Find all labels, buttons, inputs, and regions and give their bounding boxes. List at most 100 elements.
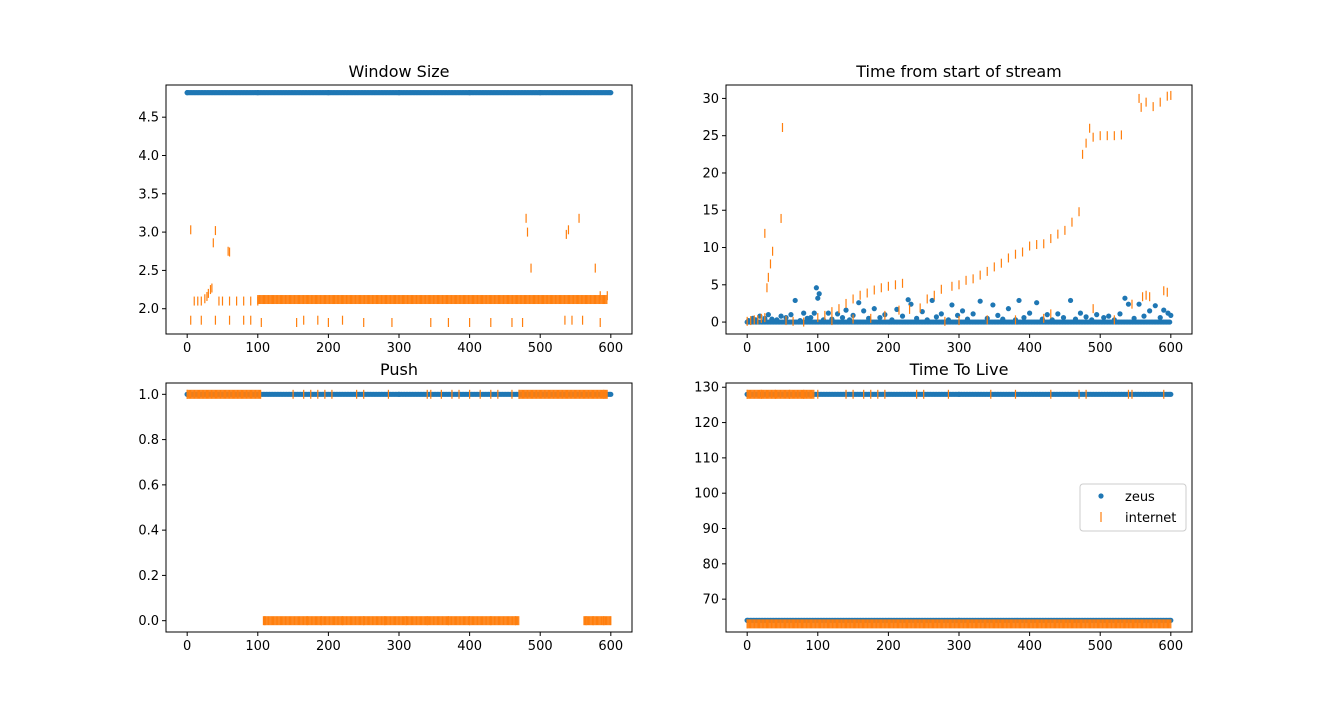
- x-tick-label: 600: [598, 341, 623, 356]
- zeus-point: [1067, 297, 1074, 304]
- x-tick-label: 0: [183, 341, 191, 356]
- x-tick-label: 300: [387, 639, 412, 654]
- x-tick-label: 500: [528, 341, 553, 356]
- x-tick-label: 500: [1088, 341, 1113, 356]
- zeus-point: [537, 90, 543, 96]
- zeus-point: [1089, 317, 1095, 323]
- zeus-point: [816, 291, 822, 297]
- zeus-point: [894, 306, 900, 312]
- x-tick-label: 200: [316, 341, 341, 356]
- plot-frame: [165, 382, 633, 633]
- zeus-point: [608, 391, 614, 397]
- x-tick-label: 300: [947, 639, 972, 654]
- zeus-point: [1106, 313, 1112, 319]
- zeus-point: [1060, 314, 1067, 321]
- zeus-point: [1027, 310, 1033, 316]
- zeus-point: [765, 312, 771, 318]
- zeus-point: [945, 317, 952, 323]
- x-tick-label: 400: [457, 341, 482, 356]
- y-tick-label: 15: [702, 204, 719, 219]
- marks-group: [744, 90, 1174, 327]
- zeus-point: [325, 90, 331, 96]
- zeus-point: [1131, 315, 1137, 321]
- zeus-point: [778, 313, 784, 319]
- legend-box: [1079, 483, 1187, 532]
- zeus-point: [929, 297, 935, 304]
- y-tick-label: 30: [702, 92, 719, 107]
- x-tick-label: 400: [457, 639, 482, 654]
- zeus-point: [1072, 316, 1079, 322]
- zeus-point: [774, 317, 780, 323]
- x-tick-label: 100: [245, 341, 270, 356]
- zeus-point: [1034, 300, 1040, 306]
- zeus-point: [990, 302, 996, 308]
- zeus-point: [866, 315, 872, 321]
- zeus-point: [856, 300, 862, 306]
- zeus-point: [1136, 301, 1142, 307]
- y-tick-label: 20: [702, 166, 719, 181]
- zeus-point: [1168, 312, 1174, 318]
- x-tick-label: 600: [598, 639, 623, 654]
- x-tick-label: 200: [876, 341, 901, 356]
- zeus-point: [995, 312, 1001, 318]
- y-tick-label: 0.4: [138, 524, 159, 539]
- y-tick-label: 0: [711, 316, 719, 331]
- y-tick-label: 70: [702, 593, 719, 608]
- x-tick-label: 600: [1158, 639, 1183, 654]
- x-tick-label: 200: [316, 639, 341, 654]
- y-tick-label: 4.5: [138, 111, 159, 126]
- zeus-point: [1141, 313, 1147, 319]
- y-tick-label: 25: [702, 129, 719, 144]
- zeus-point: [899, 313, 906, 319]
- zeus-point: [813, 285, 819, 291]
- zeus-point: [788, 312, 794, 318]
- x-tick-label: 100: [245, 639, 270, 654]
- zeus-point: [977, 298, 983, 304]
- x-tick-label: 100: [805, 639, 830, 654]
- zeus-point: [839, 314, 846, 321]
- zeus-point: [1055, 311, 1061, 317]
- zeus-point: [1147, 308, 1153, 314]
- y-tick-label: 120: [694, 416, 719, 431]
- legend-zeus-marker: [1098, 493, 1104, 499]
- zeus-point: [970, 311, 976, 317]
- zeus-point: [1122, 295, 1128, 301]
- x-tick-label: 100: [805, 341, 830, 356]
- zeus-point: [801, 310, 807, 316]
- x-tick-label: 200: [876, 639, 901, 654]
- zeus-point: [1083, 314, 1089, 320]
- zeus-point: [1000, 316, 1006, 322]
- zeus-point: [1005, 306, 1012, 312]
- y-tick-label: 3.5: [138, 187, 159, 202]
- y-tick-label: 0.0: [138, 614, 159, 629]
- x-tick-label: 400: [1017, 639, 1042, 654]
- zeus-point: [919, 309, 925, 315]
- y-tick-label: 4.0: [138, 149, 159, 164]
- y-tick-label: 0.8: [138, 433, 159, 448]
- zeus-point: [924, 317, 930, 323]
- marks-group: [184, 90, 614, 328]
- zeus-point: [1125, 301, 1132, 307]
- zeus-point: [889, 317, 895, 323]
- zeus-point: [1016, 297, 1022, 304]
- x-tick-label: 500: [528, 639, 553, 654]
- zeus-point: [905, 297, 911, 303]
- zeus-point: [861, 308, 867, 314]
- legend: zeus internet: [1079, 483, 1187, 532]
- y-tick-label: 0.2: [138, 569, 159, 584]
- zeus-point: [792, 297, 798, 304]
- x-tick-label: 0: [743, 341, 751, 356]
- y-tick-label: 10: [702, 241, 719, 256]
- x-tick-label: 0: [743, 639, 751, 654]
- zeus-point: [1168, 391, 1174, 397]
- zeus-point: [1044, 312, 1050, 318]
- zeus-point: [815, 295, 821, 301]
- zeus-point: [914, 315, 920, 321]
- zeus-point: [1161, 307, 1167, 313]
- marks-group: [184, 389, 614, 626]
- zeus-point: [811, 310, 817, 316]
- x-tick-label: 600: [1158, 341, 1183, 356]
- zeus-point: [959, 308, 966, 314]
